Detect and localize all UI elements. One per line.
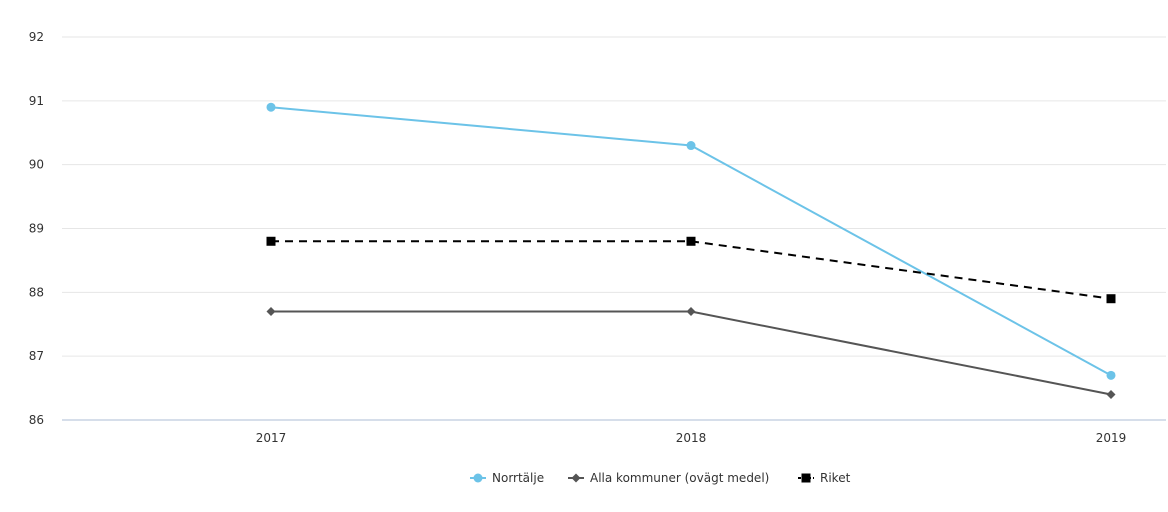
x-tick-label: 2019: [1096, 431, 1127, 445]
legend-marker: [801, 473, 811, 483]
data-point: [1106, 294, 1116, 304]
gridlines: [62, 36, 1166, 421]
legend-label: Norrtälje: [492, 471, 544, 485]
series-group: [266, 102, 1116, 399]
plot-background: [14, 14, 1168, 508]
y-tick-label: 86: [29, 413, 44, 427]
data-point: [1106, 389, 1116, 399]
legend: Norrtälje Alla kommuner (ovägt medel) Rike…: [470, 471, 851, 485]
data-point: [686, 141, 696, 151]
data-point: [686, 236, 696, 246]
legend-marker: [571, 473, 581, 483]
x-tick-label: 2018: [676, 431, 707, 445]
y-tick-label: 92: [29, 30, 44, 44]
legend-item-1[interactable]: Norrtälje: [470, 471, 544, 485]
series-1: [266, 102, 1116, 380]
legend-label: Riket: [820, 471, 851, 485]
data-point: [1106, 370, 1116, 380]
axes: 86 87 88 89 90 91 92 2017 2018 2019: [29, 30, 1127, 445]
data-point: [686, 306, 696, 316]
legend-item-2[interactable]: Alla kommuner (ovägt medel): [568, 471, 769, 485]
y-tick-label: 87: [29, 349, 44, 363]
y-tick-label: 90: [29, 158, 44, 172]
legend-marker: [473, 473, 483, 483]
y-tick-label: 89: [29, 222, 44, 236]
legend-label: Alla kommuner (ovägt medel): [590, 471, 769, 485]
y-tick-label: 88: [29, 285, 44, 299]
series-2: [266, 306, 1116, 399]
data-point: [266, 306, 276, 316]
series-3: [266, 236, 1116, 304]
legend-item-3[interactable]: Riket: [798, 471, 851, 485]
x-tick-label: 2017: [256, 431, 287, 445]
y-tick-label: 91: [29, 94, 44, 108]
data-point: [266, 236, 276, 246]
data-point: [266, 102, 276, 112]
